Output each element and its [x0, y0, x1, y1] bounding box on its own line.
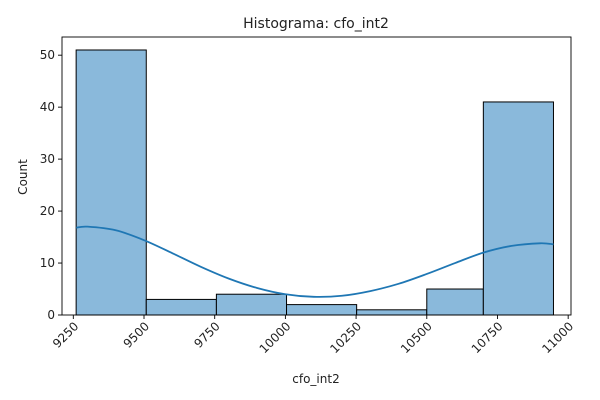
y-tick-label-2: 20 — [40, 204, 55, 218]
histogram-bar-4 — [356, 309, 428, 316]
plot-frame — [61, 36, 572, 316]
y-tick-label-4: 40 — [40, 100, 55, 114]
histogram-bar-6 — [482, 101, 554, 316]
y-tick-label-0: 0 — [47, 308, 55, 322]
x-axis-label: cfo_int2 — [292, 372, 339, 386]
x-tick-label-7: 11000 — [539, 319, 576, 356]
y-axis-label: Count — [16, 159, 30, 195]
plot-area — [61, 36, 572, 316]
chart-title: Histograma: cfo_int2 — [243, 16, 389, 32]
x-tick-label-6: 10750 — [469, 319, 506, 356]
y-tick-label-5: 50 — [40, 48, 55, 62]
histogram-bar-2 — [215, 293, 288, 316]
x-axis: 9250 9500 9750 10000 10250 10500 10750 11000 — [50, 315, 576, 356]
bars-group — [75, 49, 554, 316]
x-tick-label-5: 10500 — [398, 319, 435, 356]
histogram-bar-0 — [75, 49, 147, 316]
y-tick-label-3: 30 — [40, 152, 55, 166]
x-tick-label-0: 9250 — [50, 319, 81, 350]
y-tick-label-1: 10 — [40, 256, 55, 270]
y-axis: 0 10 20 30 40 50 — [40, 48, 62, 322]
x-tick-label-4: 10250 — [327, 319, 364, 356]
x-tick-label-3: 10000 — [257, 319, 294, 356]
histogram-bar-1 — [145, 298, 217, 316]
x-tick-label-1: 9500 — [121, 319, 152, 350]
x-tick-label-2: 9750 — [191, 319, 222, 350]
kde-curve — [76, 225, 554, 298]
histogram-bar-5 — [426, 288, 484, 316]
histogram-bar-3 — [286, 304, 358, 316]
